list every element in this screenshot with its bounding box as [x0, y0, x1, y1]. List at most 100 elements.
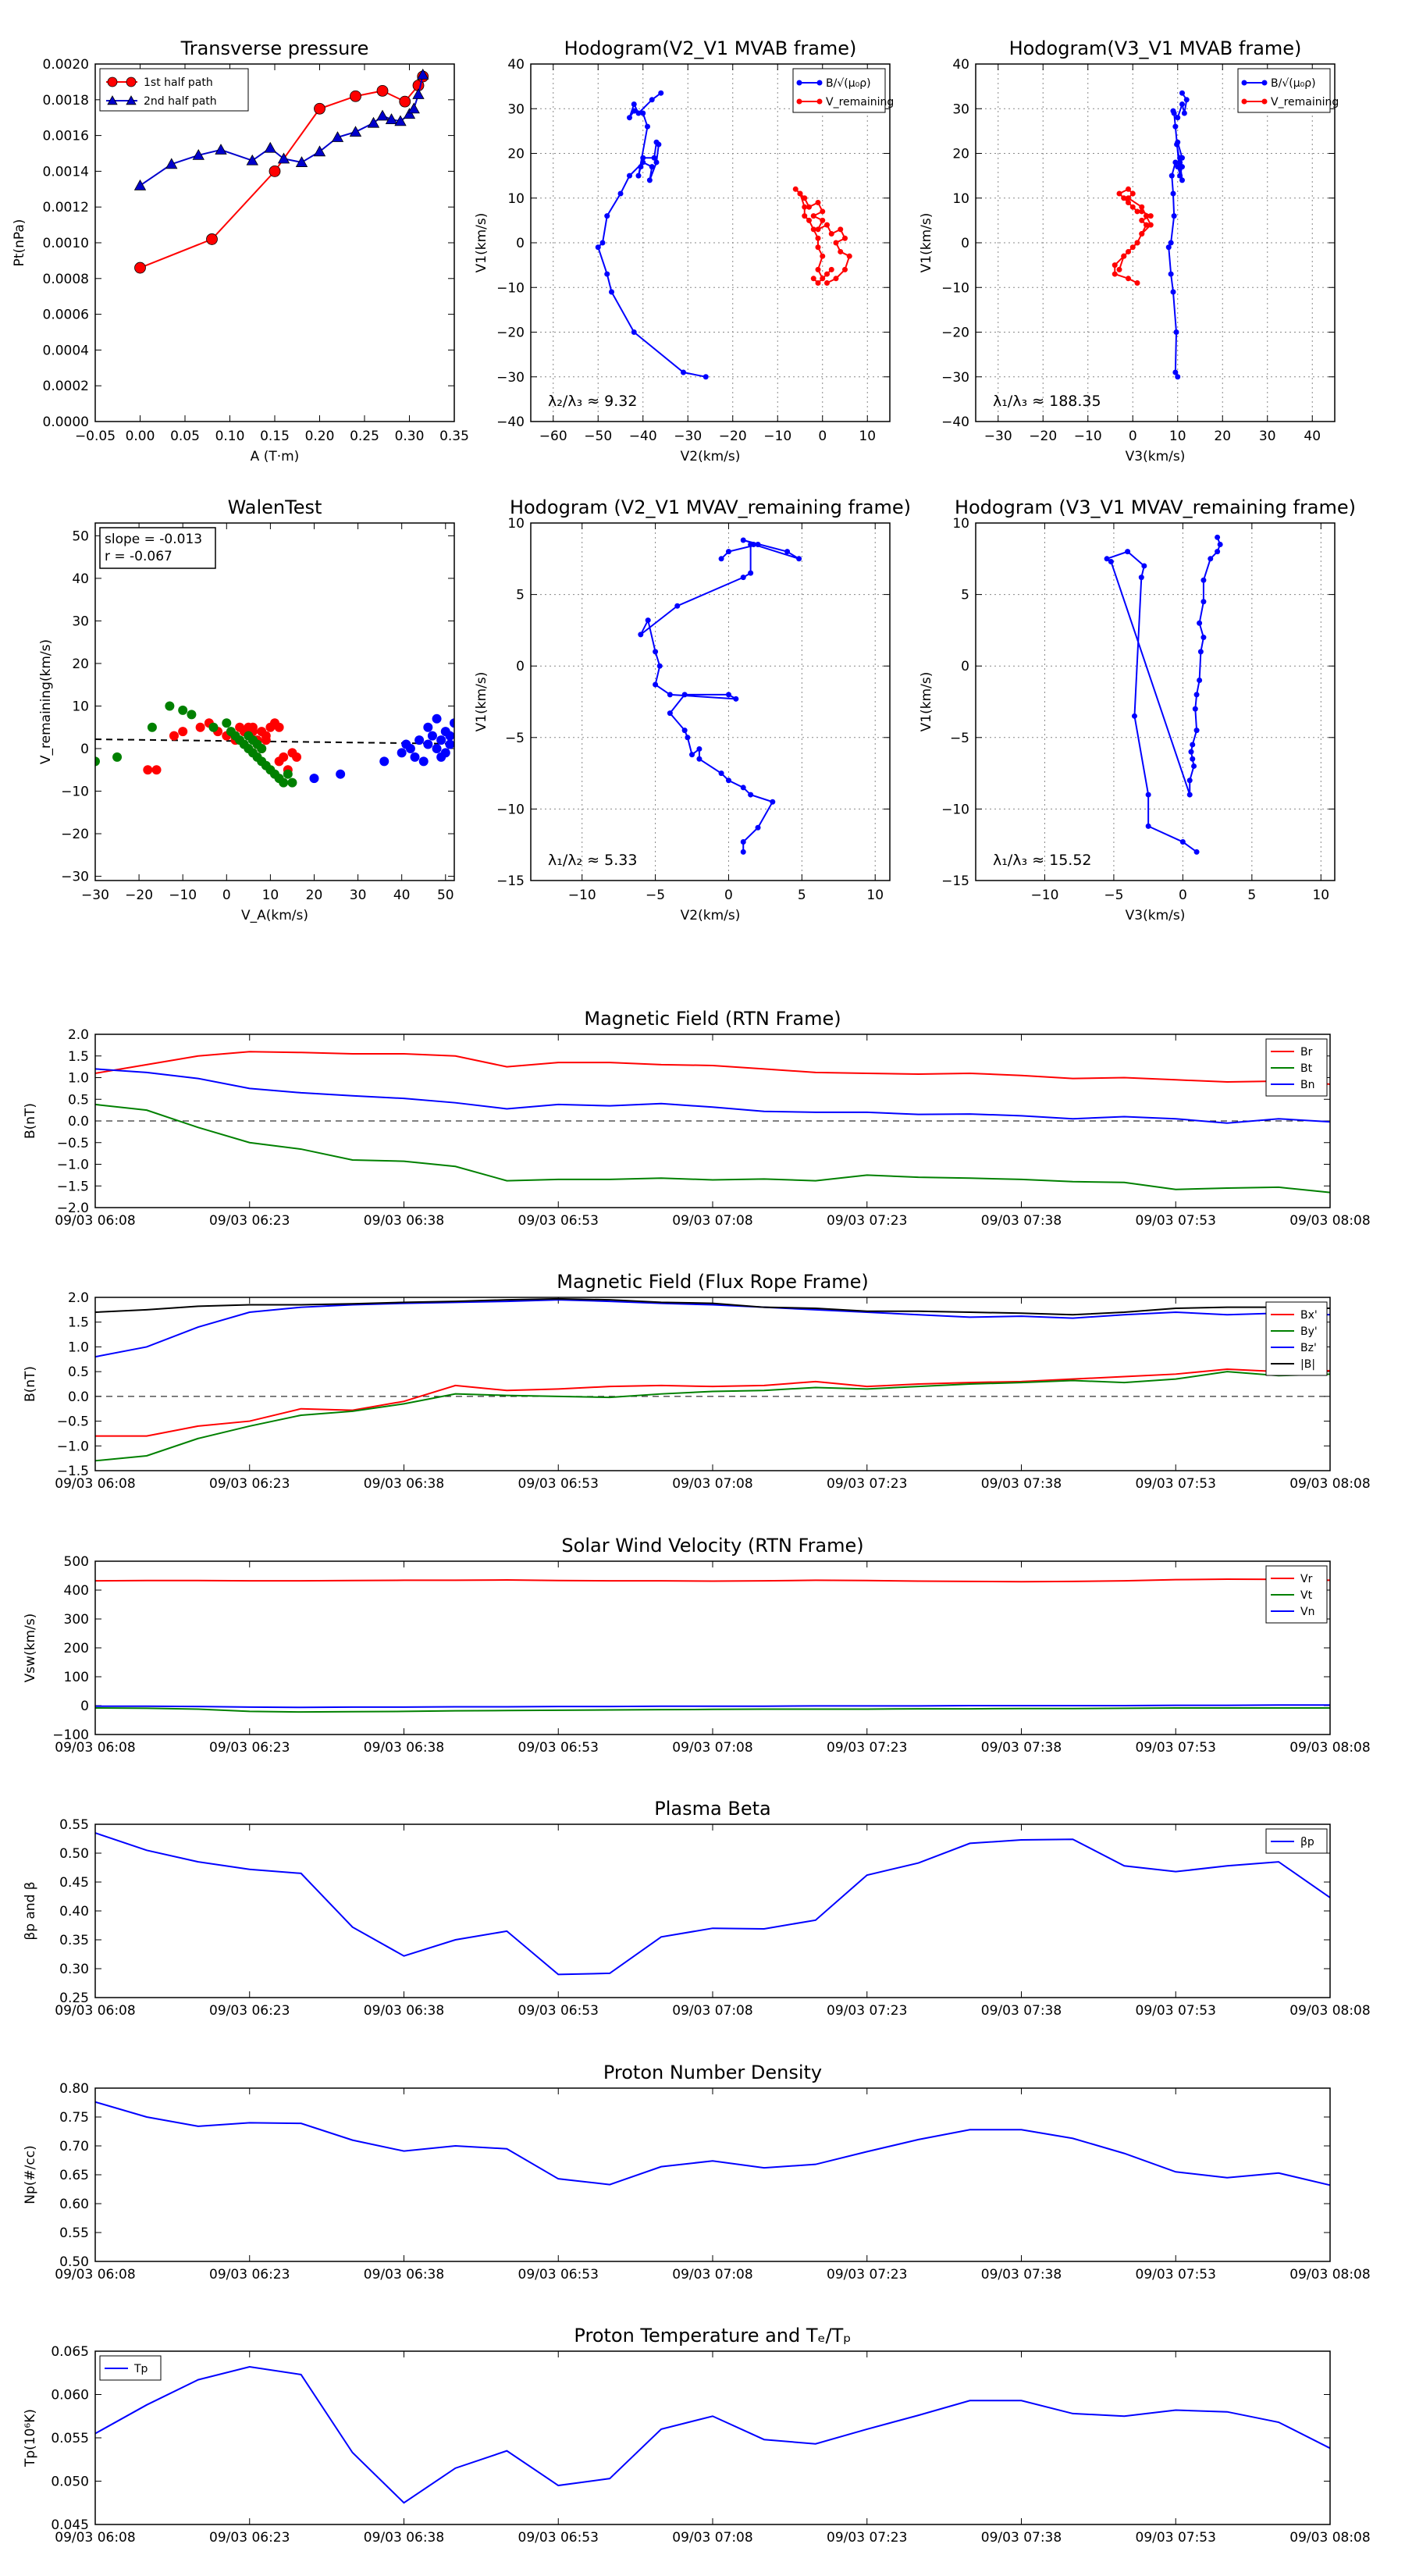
data-point [631, 101, 637, 108]
x-tick-label: 09/03 07:08 [672, 1213, 752, 1229]
data-point [336, 769, 346, 779]
chart-ts4: Plasma Beta 0.25 0.30 0.35 0.40 0.45 0.50 0.55 0… [23, 1798, 1371, 2019]
y-tick-label: 40 [507, 57, 525, 73]
series-line [94, 1706, 1330, 1713]
legend-label: βp [1300, 1836, 1314, 1848]
y-tick-label: −30 [941, 370, 969, 386]
data-point [685, 735, 691, 741]
data-point [1190, 756, 1196, 762]
chart-ts3: Solar Wind Velocity (RTN Frame) −100 0 100 2… [23, 1535, 1371, 1756]
data-point [833, 276, 839, 282]
x-tick-label: 09/03 07:38 [981, 1476, 1062, 1492]
chart-title: Solar Wind Velocity (RTN Frame) [561, 1535, 863, 1557]
stats-box [99, 527, 216, 569]
x-axis-label: V2(km/s) [681, 908, 741, 923]
data-point [806, 204, 812, 210]
data-point [604, 271, 610, 277]
y-tick-label: 20 [507, 147, 525, 162]
data-point [399, 95, 411, 108]
y-tick-label: 30 [72, 614, 89, 629]
data-point [412, 88, 425, 99]
data-point [1181, 110, 1187, 116]
y-tick-label: 30 [952, 101, 969, 117]
data-point [385, 113, 398, 124]
data-point [1129, 190, 1136, 197]
x-tick-label: 09/03 07:38 [981, 2267, 1062, 2282]
data-point [405, 743, 415, 753]
y-tick-label: 5 [516, 588, 525, 603]
data-point [1134, 280, 1140, 286]
legend-label: |B| [1300, 1358, 1315, 1371]
data-point [350, 90, 361, 102]
x-tick-label: 09/03 08:08 [1289, 1213, 1370, 1229]
legend-label: V_remaining [826, 96, 894, 109]
data-point [640, 155, 646, 161]
y-tick-label: −10 [496, 280, 525, 296]
data-point [295, 156, 308, 167]
data-point [681, 369, 686, 375]
y-tick-label: 20 [952, 147, 969, 162]
data-point [815, 244, 821, 251]
x-tick-label: 09/03 06:23 [209, 2530, 290, 2546]
data-point [379, 756, 389, 767]
x-tick-label: 09/03 07:38 [981, 2003, 1062, 2019]
data-point [740, 575, 746, 581]
data-point [246, 154, 258, 165]
legend-label: Bx' [1300, 1309, 1318, 1322]
y-tick-label: 0.0004 [43, 343, 89, 358]
y-tick-label: 300 [64, 1612, 89, 1628]
x-tick-label: 09/03 06:53 [518, 2003, 599, 2019]
data-point [696, 745, 702, 752]
y-tick-label: 0 [961, 659, 969, 674]
x-tick-label: 09/03 08:08 [1289, 2267, 1370, 2282]
data-point [277, 152, 290, 164]
data-point [1139, 208, 1145, 215]
x-axis-label: V3(km/s) [1126, 449, 1186, 464]
x-tick-label: 0 [222, 888, 231, 903]
data-point [627, 115, 632, 121]
x-axis-label: V_A(km/s) [241, 908, 308, 923]
x-tick-label: −5 [646, 888, 665, 903]
y-tick-label: 0.0000 [43, 415, 89, 430]
data-point [667, 692, 673, 698]
data-point [222, 718, 232, 728]
y-tick-label: −1.0 [57, 1439, 89, 1454]
data-point [423, 739, 433, 749]
y-axis-label: V1(km/s) [919, 672, 934, 732]
data-point [331, 131, 344, 142]
x-tick-label: 09/03 06:38 [364, 1740, 444, 1756]
x-tick-label: 0.25 [350, 429, 379, 444]
data-point [824, 280, 830, 286]
y-tick-label: 0.0010 [43, 236, 89, 251]
data-point [748, 792, 754, 798]
x-tick-label: −20 [719, 429, 747, 444]
data-point [206, 233, 218, 245]
data-point [126, 76, 137, 87]
data-point [658, 90, 664, 96]
data-point [1141, 563, 1147, 569]
data-point [653, 681, 659, 688]
x-tick-label: 09/03 07:08 [672, 1740, 752, 1756]
x-tick-label: −5 [1104, 888, 1123, 903]
data-point [1170, 108, 1176, 114]
chart-ts6: Proton Temperature and Tₑ/Tₚ 0.045 0.050 0.… [23, 2325, 1371, 2546]
data-point [651, 155, 657, 161]
chart-tp: Transverse pressure −0.05 0.00 0.05 0.10 0.15… [12, 37, 469, 464]
data-point [165, 158, 178, 169]
data-point [1193, 849, 1200, 855]
data-point [653, 649, 659, 655]
series-line [94, 1068, 1331, 1124]
x-tick-label: −20 [1029, 429, 1057, 444]
plot-area [638, 537, 802, 855]
data-point [1165, 244, 1172, 251]
legend-label: 2nd half path [144, 95, 217, 108]
data-point [702, 374, 709, 380]
data-point [733, 696, 739, 702]
data-point [725, 549, 731, 555]
data-point [432, 713, 442, 724]
data-point [1179, 177, 1185, 183]
series-line [94, 2365, 1331, 2504]
x-axis-label: A (T·m) [251, 449, 300, 464]
series-line [94, 2101, 1331, 2186]
data-point [755, 541, 761, 547]
